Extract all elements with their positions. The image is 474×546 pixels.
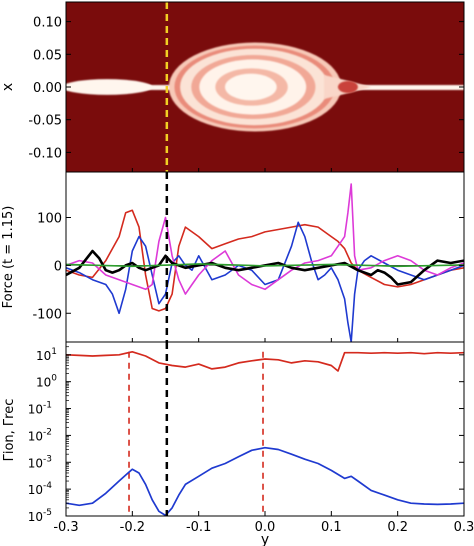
middle-series-line (66, 209, 464, 312)
top-ylabel: x (0, 83, 16, 91)
bottom-ytick-base: 10 (28, 510, 43, 524)
bottom-xtick-label: 0.2 (387, 520, 408, 535)
bottom-xtick-label: -0.3 (53, 520, 78, 535)
bottom-red-markers (128, 351, 264, 516)
bottom-xtick-label: 0.3 (454, 520, 474, 535)
middle-frame (65, 171, 465, 343)
bottom-ytick-label: 10-1 (28, 401, 52, 417)
bottom-ytick-base: 10 (28, 483, 43, 497)
heatmap-left-bulge (66, 79, 153, 95)
bottom-xlabel: y (261, 532, 269, 546)
bottom-ytick-base: 10 (28, 403, 43, 417)
bottom-ytick-label: 10-5 (28, 508, 52, 524)
heatmap-island-ring (224, 73, 277, 101)
bottom-ylabel: Γion, Γrec (2, 399, 17, 462)
bottom-ytick-label: 100 (36, 374, 57, 390)
top-ytick-label: 0.00 (33, 81, 62, 96)
top-ytick-label: 0.10 (33, 16, 62, 31)
middle-ylabel: Force (t = 1.15) (1, 206, 16, 309)
bottom-ytick-label: 101 (36, 347, 57, 363)
heatmap-structures (66, 42, 464, 132)
middle-series-line (66, 249, 464, 286)
bottom-ytick-base: 10 (28, 456, 43, 470)
bottom-ytick-label: 10-2 (28, 427, 52, 443)
bottom-ytick-exp: -4 (43, 481, 52, 491)
middle-ytick-label: 100 (37, 211, 62, 226)
middle-series-line (66, 263, 464, 268)
middle-series-line (66, 183, 464, 295)
middle-ytick-label: 0 (54, 259, 62, 274)
bottom-xtick-label: -0.2 (120, 520, 145, 535)
middle-series (66, 183, 464, 342)
bottom-ytick-base: 10 (28, 429, 43, 443)
bottom-xtick-label: 0.1 (321, 520, 342, 535)
bottom-series (66, 350, 464, 516)
middle-ytick-label: -100 (32, 307, 62, 322)
bottom-ytick-exp: 1 (51, 347, 57, 357)
bottom-ytick-base: 10 (36, 376, 51, 390)
top-y-ticks: 0.10 0.05 0.00 -0.05 -0.10 (28, 16, 464, 161)
bottom-ytick-label: 10-4 (28, 481, 53, 497)
bottom-ytick-exp: -5 (43, 508, 52, 518)
heatmap-island-knot (337, 81, 358, 93)
bottom-ytick-exp: -1 (43, 401, 52, 411)
bottom-xtick-label: 0.0 (255, 520, 276, 535)
panel-middle: 100 0 -100 Force (t = 1.15) (1, 171, 465, 343)
bottom-series-line (66, 350, 464, 372)
bottom-ytick-base: 10 (36, 349, 51, 363)
middle-series-line (66, 221, 464, 342)
bottom-frame (65, 341, 465, 517)
bottom-x-ticks: -0.3 -0.2 -0.1 0.0 0.1 0.2 0.3 (53, 168, 474, 535)
bottom-xtick-label: -0.1 (186, 520, 211, 535)
bottom-ytick-exp: -2 (43, 427, 52, 437)
top-ytick-label: 0.05 (33, 48, 62, 63)
middle-y-ticks: 100 0 -100 (32, 211, 464, 322)
top-ytick-label: -0.05 (28, 114, 62, 129)
bottom-ytick-exp: -3 (43, 454, 52, 464)
top-ytick-label: -0.10 (28, 146, 62, 161)
bottom-series-line (66, 446, 464, 516)
bottom-ytick-label: 10-3 (28, 454, 52, 470)
bottom-ytick-exp: 0 (51, 374, 57, 384)
bottom-ylabel-text: Γion, Γrec (2, 399, 17, 462)
panel-top: 0.10 0.05 0.00 -0.05 -0.10 x (0, 1, 465, 173)
